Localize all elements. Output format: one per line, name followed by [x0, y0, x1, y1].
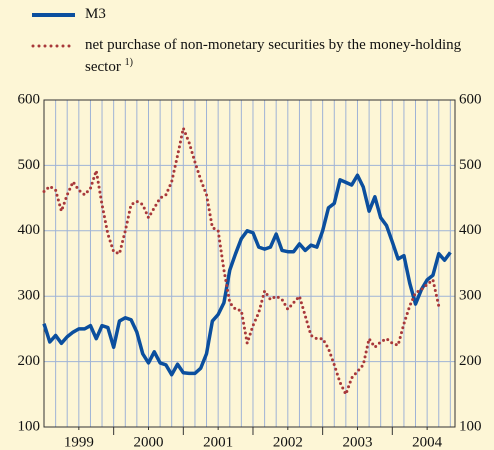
y2-tick-label: 200 [459, 353, 482, 369]
y2-tick-label: 400 [459, 222, 482, 238]
y2-tick-label: 300 [459, 288, 482, 304]
y-tick-label: 500 [18, 157, 41, 173]
y2-tick-label: 100 [459, 418, 482, 434]
y-tick-label: 600 [18, 91, 41, 107]
x-tick-label: 2000 [133, 434, 163, 450]
x-tick-label: 2001 [203, 434, 233, 450]
x-tick-label: 1999 [64, 434, 94, 450]
series-line [42, 126, 441, 396]
x-tick-label: 2002 [273, 434, 303, 450]
legend-label: net purchase of non-monetary securities … [85, 37, 485, 76]
legend-label: M3 [85, 6, 106, 22]
y2-tick-label: 600 [459, 91, 482, 107]
series-line [42, 173, 452, 377]
x-tick-label: 2004 [412, 434, 443, 450]
y-tick-label: 200 [18, 353, 41, 369]
footnote-mark: 1) [124, 57, 133, 68]
y-tick-label: 400 [18, 222, 41, 238]
x-tick-label: 2003 [342, 434, 372, 450]
y2-tick-label: 500 [459, 157, 482, 173]
plot-frame [43, 99, 456, 428]
legend-label-text: net purchase of non-monetary securities … [85, 37, 462, 75]
y-tick-label: 300 [18, 288, 41, 304]
y-tick-label: 100 [18, 418, 41, 434]
